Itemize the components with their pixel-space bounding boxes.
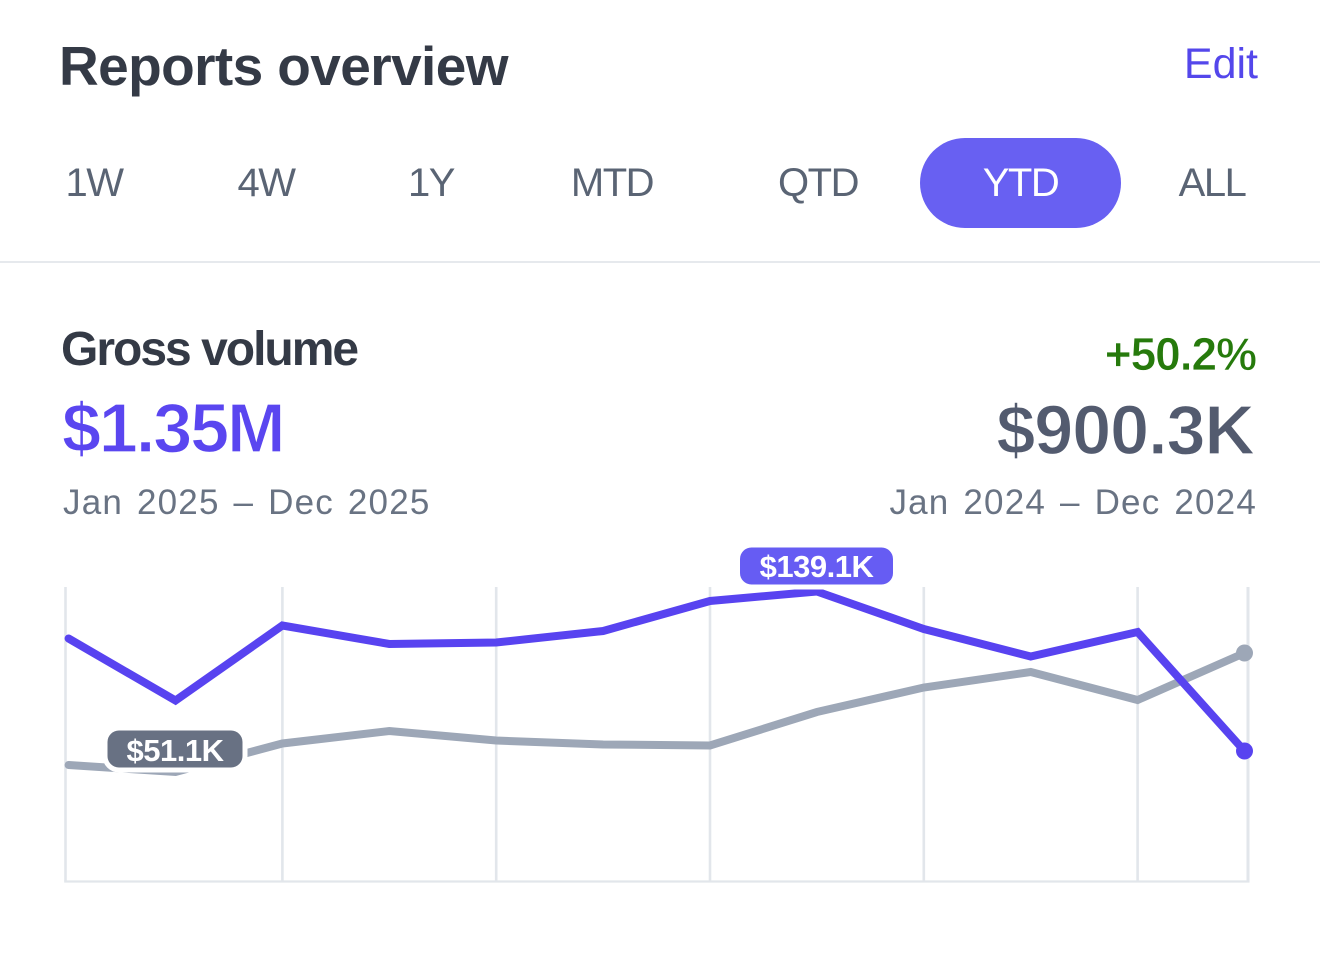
- svg-text:$51.1K: $51.1K: [127, 733, 225, 768]
- svg-text:$139.1K: $139.1K: [760, 549, 875, 584]
